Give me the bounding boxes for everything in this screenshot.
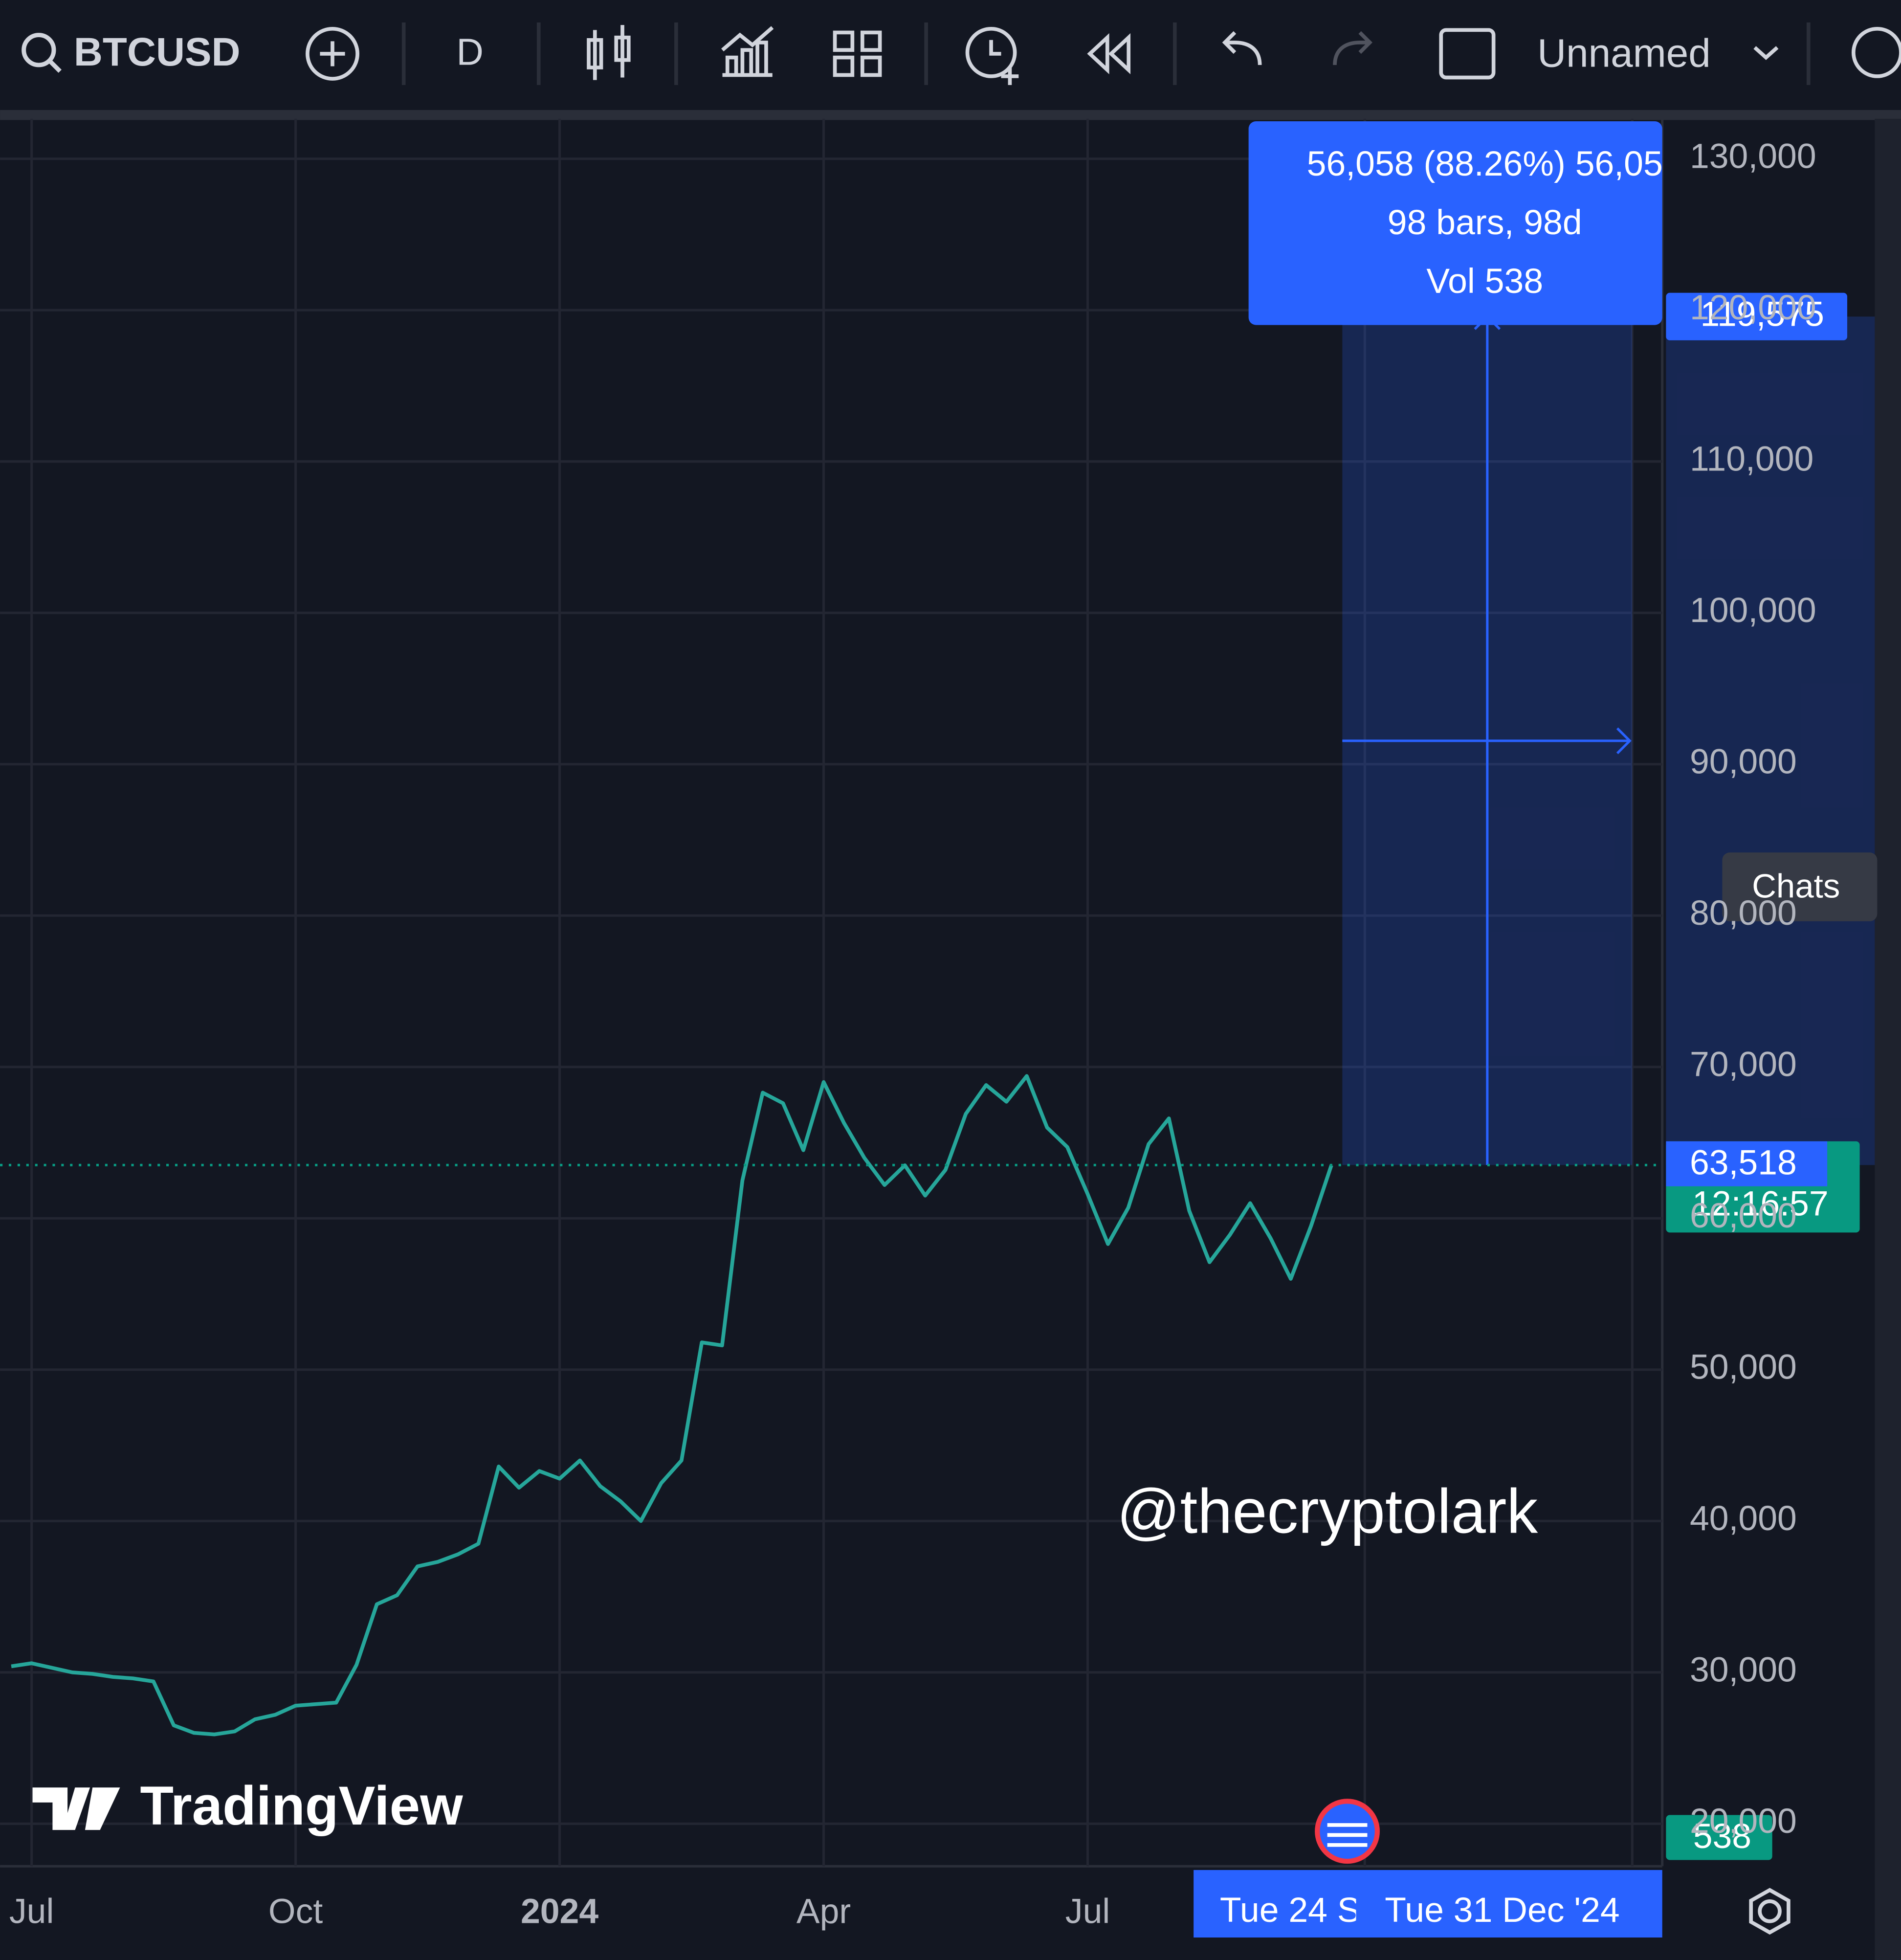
layouts-icon[interactable] xyxy=(833,30,882,77)
countdown: 12:16:57 xyxy=(1692,1184,1829,1224)
y-tick-label: 130,000 xyxy=(1690,137,1816,176)
settings-icon-outline xyxy=(1749,1888,1790,1935)
date-range xyxy=(1194,1870,1662,1938)
y-tick-label: 100,000 xyxy=(1690,591,1816,630)
y-tick-label: 70,000 xyxy=(1690,1045,1797,1084)
interval[interactable]: D xyxy=(456,32,483,73)
layout-icon[interactable] xyxy=(1439,28,1496,80)
logo-icon xyxy=(32,1787,120,1830)
measure-tooltip-text: 56,058 (88.26%) 56,05 98 bars, 98d Vol 538 xyxy=(1307,144,1663,301)
logo: TradingView xyxy=(140,1775,463,1836)
y-tick-label: 50,000 xyxy=(1690,1348,1797,1387)
alert-icon-detail xyxy=(989,40,1019,85)
measure-text: Vol 538 xyxy=(1426,262,1543,301)
flag-stripes xyxy=(1327,1823,1368,1847)
y-tick-label: 120,000 xyxy=(1690,288,1816,327)
chats-tooltip[interactable] xyxy=(1722,852,1878,921)
date-start: Tue 24 S xyxy=(1220,1891,1361,1930)
indicators-icon[interactable] xyxy=(721,26,774,77)
add-symbol[interactable] xyxy=(306,26,359,81)
x-tick-label: Jul xyxy=(9,1892,54,1931)
x-tick-label: 2024 xyxy=(521,1892,598,1931)
chart-type-icon[interactable] xyxy=(587,25,631,80)
plot xyxy=(11,1074,1333,1737)
measure-text: 98 bars, 98d xyxy=(1388,203,1582,242)
chats-label[interactable]: Chats xyxy=(1752,868,1840,905)
settings-icon[interactable] xyxy=(1758,1899,1782,1923)
x-tick-label: Apr xyxy=(796,1892,851,1931)
toolbar: BTCUSD D Unnamed xyxy=(0,0,1901,120)
event-flag[interactable] xyxy=(1315,1799,1380,1864)
volume-label: 538 xyxy=(1693,1817,1751,1856)
search-icon[interactable] xyxy=(22,33,56,67)
price-label: 63,518 xyxy=(1690,1143,1797,1182)
side-panel xyxy=(1875,118,1901,1960)
measure-axis-band xyxy=(1666,316,1875,1165)
add-icon xyxy=(320,41,345,67)
y-tick-label: 110,000 xyxy=(1690,440,1813,479)
target-badge xyxy=(1666,292,1848,340)
overlay: 56,058 (88.26%) 56,05 98 bars, 98d Vol 538… xyxy=(0,121,1875,1938)
volume-badge xyxy=(1666,1815,1772,1860)
search-icon-handle xyxy=(48,60,62,73)
y-tick-label: 90,000 xyxy=(1690,742,1797,781)
price-line xyxy=(11,1074,1333,1737)
watermark: @thecryptolark xyxy=(1117,1476,1538,1546)
y-tick-label: 80,000 xyxy=(1690,893,1797,933)
x-tick-label: Jul xyxy=(1065,1892,1110,1931)
measure-tooltip xyxy=(1248,121,1662,325)
y-tick-label: 20,000 xyxy=(1690,1802,1797,1841)
toolbar-border xyxy=(0,110,1901,120)
redo-icon[interactable] xyxy=(1333,31,1373,66)
toolbar-bg xyxy=(0,0,1901,110)
y-tick-label: 60,000 xyxy=(1690,1196,1797,1235)
symbol[interactable]: BTCUSD xyxy=(74,30,241,74)
measure-text: 56,058 (88.26%) 56,05 xyxy=(1307,144,1663,183)
y-tick-label: 40,000 xyxy=(1690,1499,1797,1538)
replay-icon[interactable] xyxy=(1087,33,1131,74)
price-badge-top xyxy=(1666,1141,1828,1186)
x-tick-label: Oct xyxy=(268,1892,323,1931)
y-tick-label: 30,000 xyxy=(1690,1650,1797,1690)
grid xyxy=(0,118,1662,1867)
alert-icon[interactable] xyxy=(965,26,1017,78)
date-label: Tue 24 S xyxy=(1220,1891,1361,1930)
layout-name[interactable]: Unnamed xyxy=(1537,31,1711,76)
target-label: 119,575 xyxy=(1701,294,1824,334)
date-label: Tue 31 Dec '24 xyxy=(1385,1891,1619,1930)
undo-icon[interactable] xyxy=(1222,31,1262,66)
dropdown-icon[interactable] xyxy=(1753,46,1779,60)
